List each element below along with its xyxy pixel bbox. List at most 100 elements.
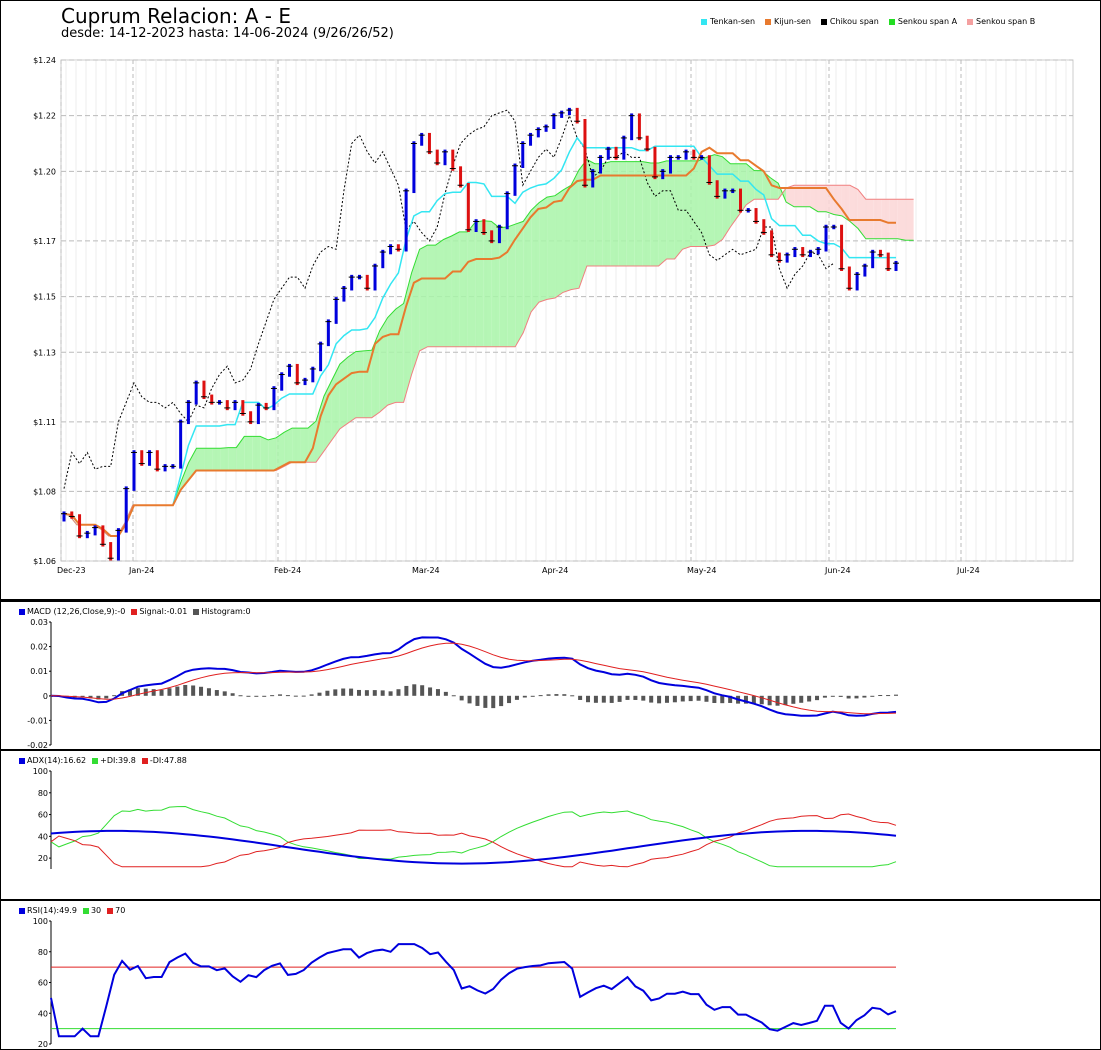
- y-tick-label: $1.17: [33, 237, 56, 246]
- cloud-segment: [730, 163, 739, 227]
- cloud-segment: [284, 428, 293, 467]
- y-tick-label: 100: [33, 767, 48, 776]
- histogram-bar: [657, 695, 662, 704]
- candle: [878, 249, 882, 258]
- histogram-bar: [838, 695, 843, 697]
- candle: [280, 372, 284, 391]
- candle: [225, 400, 229, 411]
- candle: [451, 149, 455, 171]
- y-tick-label: $1.11: [33, 418, 56, 427]
- y-tick-label: 0.03: [30, 618, 48, 627]
- histogram-bar: [222, 691, 227, 696]
- cloud-segment: [873, 199, 882, 239]
- histogram-bar: [183, 684, 188, 696]
- candle: [186, 400, 190, 425]
- histogram-bar: [530, 695, 535, 697]
- cloud-segment: [818, 185, 826, 212]
- rsi-panel: RSI(14):49.9 30 70 100 80 60 40 20: [0, 899, 1101, 1050]
- cloud-segment: [260, 436, 269, 471]
- candle: [202, 380, 206, 400]
- tenkan-sen-line: [63, 136, 896, 537]
- histogram-bar: [167, 688, 172, 696]
- signal-line: [51, 642, 897, 715]
- x-tick-label: Feb-24: [274, 566, 301, 575]
- macd-panel: MACD (12,26,Close,9):-0 Signal:-0.01 His…: [0, 600, 1101, 750]
- cloud-segment: [427, 245, 436, 347]
- cloud-segment: [244, 436, 253, 471]
- candle: [404, 188, 408, 252]
- cloud-segment: [563, 185, 571, 293]
- candle: [272, 386, 276, 411]
- cloud-segment: [268, 437, 277, 471]
- histogram-bar: [775, 695, 780, 706]
- adx-mdi-label: -DI:47.88: [149, 756, 187, 765]
- cloud-segment: [658, 160, 667, 266]
- candle: [295, 363, 299, 386]
- histogram-bar: [704, 695, 709, 702]
- x-tick-label: May-24: [687, 566, 716, 575]
- cloud-segment: [786, 185, 795, 207]
- histogram-bar: [830, 695, 835, 697]
- histogram-bar: [372, 690, 377, 696]
- adx-label: ADX(14):16.62: [27, 756, 87, 765]
- legend-tenkan: Tenkan-sen: [701, 17, 755, 26]
- cloud-segment: [610, 161, 619, 266]
- candle: [148, 450, 152, 466]
- cloud-segment: [499, 227, 508, 347]
- cloud-segment: [395, 303, 404, 403]
- ichimoku-panel: Cuprum Relacion: A - E desde: 14-12-2023…: [0, 0, 1101, 600]
- histogram-bar: [720, 695, 725, 704]
- candle: [606, 146, 610, 160]
- cloud-segment: [483, 220, 492, 347]
- candle: [194, 380, 198, 405]
- y-tick-label: 80: [38, 948, 48, 957]
- candle: [808, 249, 812, 258]
- histogram-bar: [570, 695, 575, 697]
- cloud-segment: [714, 154, 723, 246]
- histogram-bar: [846, 695, 851, 699]
- candle: [155, 450, 159, 472]
- x-tick-label: Apr-24: [542, 566, 568, 575]
- candle: [591, 169, 595, 188]
- adx-line: [50, 829, 897, 865]
- candle: [163, 464, 167, 472]
- histogram-bar: [412, 684, 417, 696]
- cloud-segment: [547, 195, 556, 300]
- histogram-bar: [491, 695, 496, 709]
- histogram-bar: [728, 695, 733, 703]
- candle: [599, 155, 603, 174]
- y-tick-label: $1.08: [33, 487, 56, 496]
- candle: [78, 514, 82, 539]
- histogram-bar: [151, 689, 156, 696]
- macd-label: MACD (12,26,Close,9):-0: [27, 607, 126, 616]
- histogram-bar: [664, 695, 669, 703]
- x-tick-label: Jan-24: [128, 566, 154, 575]
- histogram-bar: [886, 695, 891, 697]
- rsi-legend: RSI(14):49.9 30 70: [19, 906, 125, 915]
- histogram-bar: [751, 695, 756, 704]
- histogram-bar: [601, 695, 606, 703]
- candle: [886, 252, 890, 271]
- candle: [614, 146, 618, 160]
- candle: [583, 119, 587, 188]
- candle: [319, 341, 323, 372]
- candle: [264, 402, 268, 411]
- histogram-bar: [388, 691, 393, 696]
- histogram-bar: [451, 695, 456, 697]
- cloud-segment: [857, 189, 866, 239]
- cloud-segment: [602, 161, 611, 266]
- candle: [350, 274, 354, 291]
- candle: [396, 244, 400, 252]
- candle: [661, 169, 665, 180]
- candle: [342, 286, 346, 302]
- histogram-bar: [586, 695, 591, 703]
- cloud-segment: [523, 210, 532, 333]
- cloud-segment: [419, 245, 428, 351]
- y-tick-label: 20: [38, 1040, 48, 1049]
- cloud-segment: [363, 350, 372, 418]
- candle: [816, 247, 820, 255]
- candle: [567, 107, 571, 116]
- cloud-segment: [570, 169, 579, 290]
- candle: [459, 166, 463, 188]
- cloud-segment: [770, 177, 779, 200]
